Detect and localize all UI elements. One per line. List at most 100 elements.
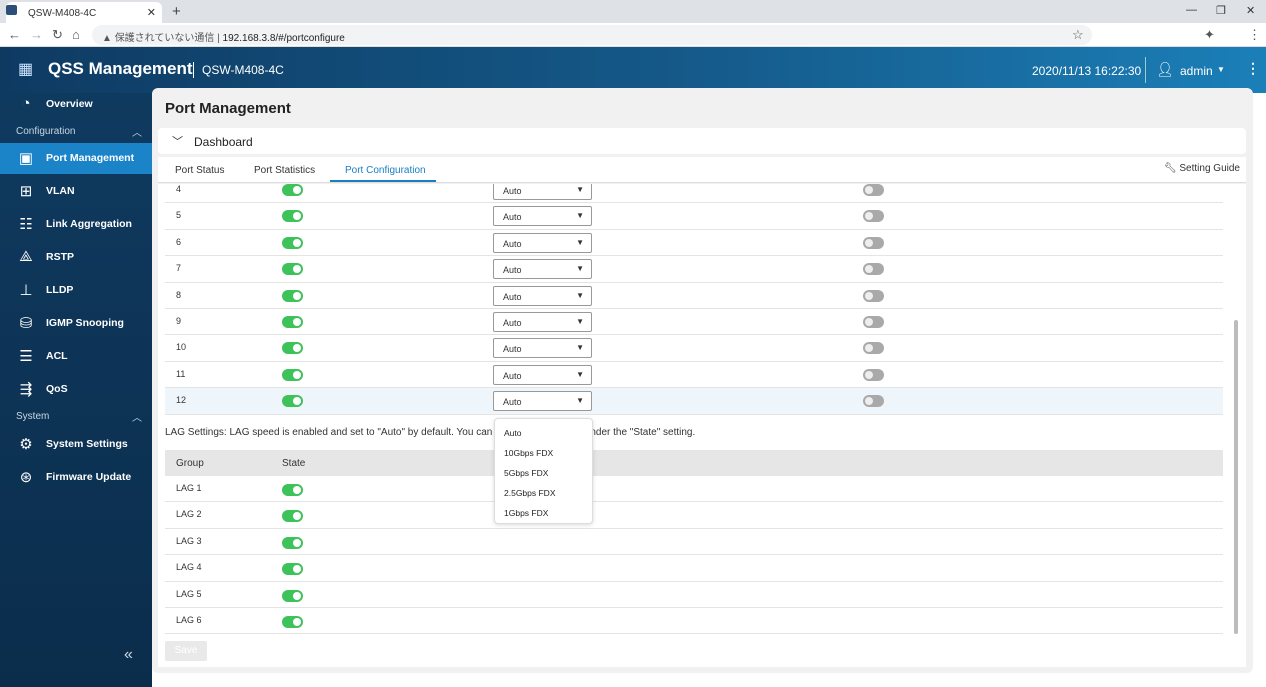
sidebar-item-link-aggregation[interactable]: ☷ Link Aggregation — [0, 209, 152, 240]
port-state-toggle[interactable] — [282, 395, 303, 408]
lag-state-toggle[interactable] — [282, 536, 303, 549]
home-icon[interactable]: ⌂ — [72, 27, 80, 42]
flow-control-toggle[interactable] — [863, 342, 884, 355]
close-window-icon[interactable]: ✕ — [1246, 5, 1256, 17]
speed-select[interactable]: Auto ▼ — [493, 391, 592, 412]
lag-note-tail: nder the "State" setting. — [590, 427, 696, 438]
sidebar-item-port-management[interactable]: ▣ Port Management — [0, 143, 152, 174]
dropdown-option[interactable]: 1Gbps FDX — [504, 508, 549, 518]
dropdown-option[interactable]: Auto — [504, 428, 522, 438]
flow-control-toggle[interactable] — [863, 395, 884, 408]
model-name: QSW-M408-4C — [202, 63, 284, 77]
chevron-up-icon[interactable]: ︿ — [132, 413, 142, 424]
sidebar-item-overview[interactable]: ◔ Overview — [0, 89, 152, 120]
lag-row: LAG 2 — [165, 502, 1223, 529]
user-menu[interactable]: admin — [1180, 64, 1213, 78]
flow-control-toggle[interactable] — [863, 316, 884, 328]
port-state-toggle[interactable] — [282, 316, 303, 328]
sidebar-item-lldp[interactable]: ⊥ LLDP — [0, 275, 152, 306]
insecure-label: 保護されていない通信 — [114, 33, 215, 44]
sidebar-item-label: Firmware Update — [46, 471, 132, 483]
forward-icon[interactable]: → — [30, 27, 43, 42]
section-configuration[interactable]: Configuration ︿ — [16, 126, 142, 139]
sidebar-item-vlan[interactable]: ⊞ VLAN — [0, 176, 152, 207]
wrench-icon: 🔧︎ — [1163, 163, 1180, 174]
speed-select[interactable]: Auto ▼ — [493, 259, 592, 280]
port-number: 4 — [176, 184, 182, 194]
port-state-toggle[interactable] — [282, 184, 303, 196]
extensions-icon[interactable]: ✦ — [1204, 27, 1215, 42]
section-system[interactable]: System ︿ — [16, 411, 142, 424]
acl-icon: ☰ — [19, 348, 33, 365]
caret-down-icon: ▼ — [576, 396, 584, 406]
sidebar-item-rstp[interactable]: ⟁ RSTP — [0, 242, 152, 273]
caret-down-icon: ▼ — [576, 317, 584, 326]
browser-tab[interactable]: QSW-M408-4C ✕ — [6, 2, 162, 23]
lag-state-toggle[interactable] — [282, 589, 303, 602]
igmp-icon: ⛁ — [19, 315, 33, 332]
sidebar-item-firmware-update[interactable]: ⊛ Firmware Update — [0, 462, 152, 493]
chevron-up-icon[interactable]: ︿ — [132, 128, 142, 139]
sidebar-item-label: Overview — [46, 98, 93, 110]
speed-select[interactable]: Auto ▼ — [493, 338, 592, 359]
more-icon[interactable]: ⋮ — [1246, 60, 1260, 76]
dropdown-option[interactable]: 2.5Gbps FDX — [504, 488, 556, 498]
sidebar-item-label: IGMP Snooping — [46, 317, 124, 329]
tab-port-configuration[interactable]: Port Configuration — [345, 165, 426, 176]
header-state: State — [282, 458, 306, 469]
speed-select[interactable]: Auto ▼ — [493, 364, 592, 385]
caret-down-icon[interactable]: ▼ — [1217, 65, 1225, 74]
scrollbar[interactable] — [1234, 320, 1238, 634]
port-state-toggle[interactable] — [282, 289, 303, 302]
flow-control-toggle[interactable] — [863, 236, 884, 249]
collapse-sidebar-icon[interactable]: « — [124, 646, 133, 663]
close-tab-icon[interactable]: ✕ — [146, 7, 156, 19]
lag-state-toggle[interactable] — [282, 510, 303, 523]
lag-state-toggle[interactable] — [282, 616, 303, 628]
speed-select[interactable]: Auto ▼ — [493, 184, 592, 200]
port-state-toggle[interactable] — [282, 368, 303, 381]
sidebar-item-igmp-snooping[interactable]: ⛁ IGMP Snooping — [0, 308, 152, 339]
speed-select[interactable]: Auto ▼ — [493, 312, 592, 332]
port-state-toggle[interactable] — [282, 263, 303, 276]
lag-row: LAG 1 — [165, 476, 1223, 503]
minimize-icon[interactable]: — — [1186, 4, 1197, 16]
flow-control-toggle[interactable] — [863, 210, 884, 223]
star-icon[interactable]: ☆ — [1072, 27, 1084, 42]
sidebar-item-label: System Settings — [46, 438, 128, 450]
setting-guide-button[interactable]: 🔧︎ Setting Guide — [1164, 163, 1240, 174]
lag-state-toggle[interactable] — [282, 484, 303, 496]
back-icon[interactable]: ← — [8, 27, 21, 42]
port-state-toggle[interactable] — [282, 236, 303, 249]
sidebar-item-acl[interactable]: ☰ ACL — [0, 341, 152, 372]
flow-control-toggle[interactable] — [863, 263, 884, 276]
tab-port-statistics[interactable]: Port Statistics — [254, 165, 316, 176]
sidebar-item-system-settings[interactable]: ⚙ System Settings — [0, 429, 152, 460]
speed-select[interactable]: Auto ▼ — [493, 232, 592, 253]
sidebar-item-label: LLDP — [46, 284, 74, 296]
port-state-toggle[interactable] — [282, 342, 303, 355]
caret-down-icon: ▼ — [576, 369, 584, 379]
speed-select[interactable]: Auto ▼ — [493, 285, 592, 306]
sidebar-item-qos[interactable]: ⇶ QoS — [0, 374, 152, 405]
browser-menu-icon[interactable]: ⋮ — [1248, 27, 1261, 42]
user-icon[interactable]: 👤︎ — [1156, 61, 1174, 77]
sidebar-item-label: QoS — [46, 383, 68, 395]
dropdown-option[interactable]: 10Gbps FDX — [504, 448, 554, 458]
flow-control-toggle[interactable] — [863, 289, 884, 302]
speed-select[interactable]: Auto ▼ — [493, 206, 592, 227]
restore-icon[interactable]: ❐ — [1216, 5, 1226, 17]
lag-state-toggle[interactable] — [282, 563, 303, 576]
port-state-toggle[interactable] — [282, 210, 303, 223]
tab-port-status[interactable]: Port Status — [175, 165, 225, 176]
save-button[interactable]: Save — [165, 641, 207, 661]
flow-control-toggle[interactable] — [863, 184, 884, 196]
url-text: 192.168.3.8/#/portconfigure — [222, 33, 345, 44]
new-tab-button[interactable]: + — [172, 3, 181, 20]
dropdown-option[interactable]: 5Gbps FDX — [504, 468, 549, 478]
dashboard-toggle[interactable]: ﹀ Dashboard — [158, 128, 1246, 154]
reload-icon[interactable]: ↻ — [52, 27, 63, 42]
port-number: 9 — [176, 316, 182, 326]
flow-control-toggle[interactable] — [863, 368, 884, 381]
url-input[interactable]: ▲ 保護されていない通信 | 192.168.3.8/#/portconfigu… — [92, 25, 1092, 45]
